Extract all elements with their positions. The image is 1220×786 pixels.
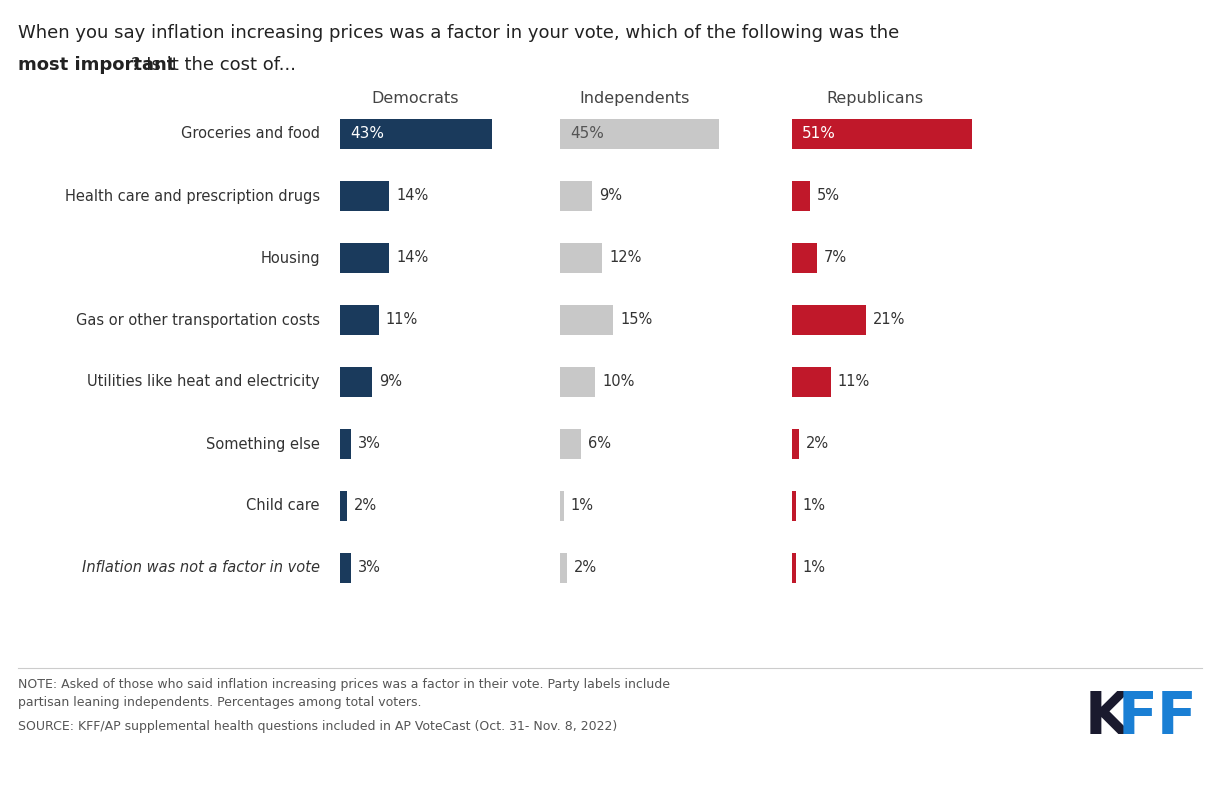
Text: Inflation was not a factor in vote: Inflation was not a factor in vote (82, 560, 320, 575)
Text: 45%: 45% (570, 127, 604, 141)
Text: Utilities like heat and electricity: Utilities like heat and electricity (88, 374, 320, 390)
Text: NOTE: Asked of those who said inflation increasing prices was a factor in their : NOTE: Asked of those who said inflation … (18, 678, 670, 691)
Text: 3%: 3% (357, 436, 381, 451)
Text: 12%: 12% (609, 251, 642, 266)
Text: 15%: 15% (620, 313, 653, 328)
Text: Republicans: Republicans (826, 91, 924, 106)
Text: Child care: Child care (246, 498, 320, 513)
Text: SOURCE: KFF/AP supplemental health questions included in AP VoteCast (Oct. 31- N: SOURCE: KFF/AP supplemental health quest… (18, 720, 617, 733)
Text: When you say inflation increasing prices was a factor in your vote, which of the: When you say inflation increasing prices… (18, 24, 899, 42)
Text: ? Is it the cost of...: ? Is it the cost of... (131, 56, 296, 74)
Text: FF: FF (1118, 689, 1198, 747)
Text: 5%: 5% (816, 189, 839, 204)
Text: 1%: 1% (803, 498, 826, 513)
Text: 2%: 2% (354, 498, 377, 513)
Text: most important: most important (18, 56, 176, 74)
Text: Housing: Housing (260, 251, 320, 266)
Text: 7%: 7% (824, 251, 847, 266)
Text: 2%: 2% (806, 436, 830, 451)
Text: 10%: 10% (603, 374, 634, 390)
Text: 1%: 1% (571, 498, 593, 513)
Text: 43%: 43% (350, 127, 384, 141)
Text: partisan leaning independents. Percentages among total voters.: partisan leaning independents. Percentag… (18, 696, 421, 709)
Text: Democrats: Democrats (371, 91, 459, 106)
Text: 9%: 9% (599, 189, 622, 204)
Text: 14%: 14% (396, 251, 428, 266)
Text: Groceries and food: Groceries and food (181, 127, 320, 141)
Text: 51%: 51% (802, 127, 836, 141)
Text: 14%: 14% (396, 189, 428, 204)
Text: Gas or other transportation costs: Gas or other transportation costs (76, 313, 320, 328)
Text: 11%: 11% (386, 313, 418, 328)
Text: Health care and prescription drugs: Health care and prescription drugs (65, 189, 320, 204)
Text: K: K (1085, 689, 1130, 747)
Text: 2%: 2% (575, 560, 597, 575)
Text: 9%: 9% (378, 374, 401, 390)
Text: Independents: Independents (580, 91, 691, 106)
Text: Something else: Something else (206, 436, 320, 451)
Text: 3%: 3% (357, 560, 381, 575)
Text: 11%: 11% (838, 374, 870, 390)
Text: 6%: 6% (588, 436, 611, 451)
Text: 21%: 21% (874, 313, 905, 328)
Text: 1%: 1% (803, 560, 826, 575)
